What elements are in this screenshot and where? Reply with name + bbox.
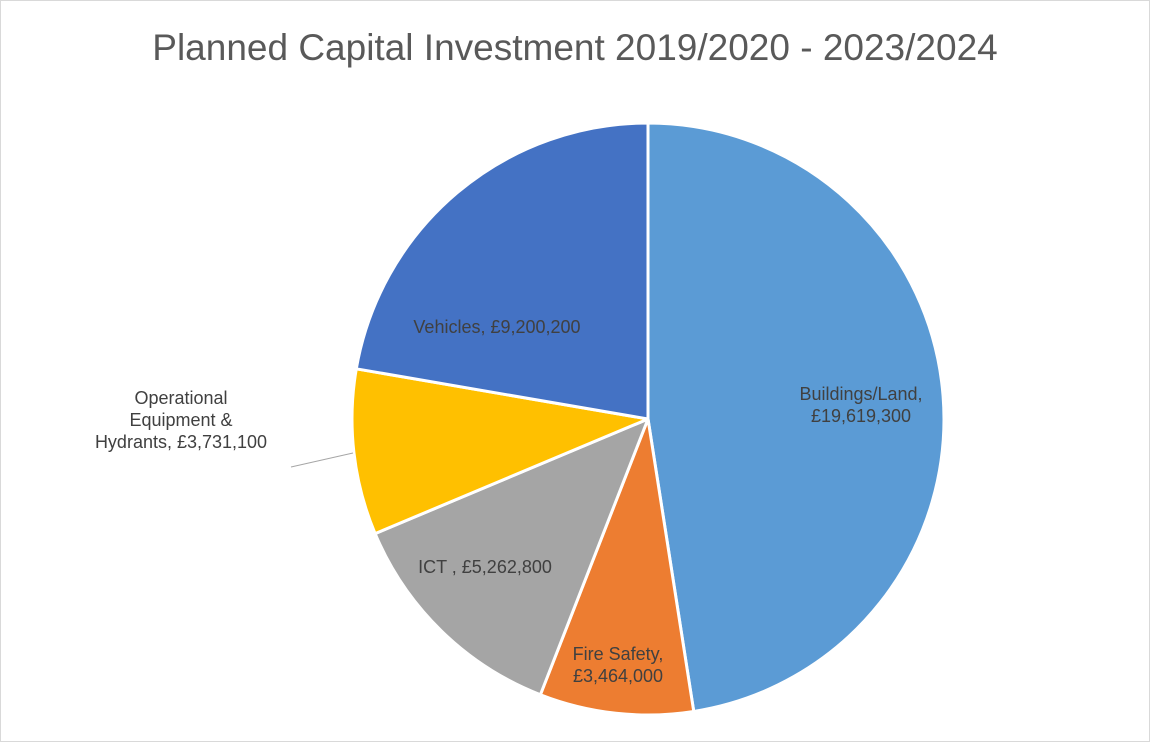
slice-label-line: Buildings/Land,: [799, 384, 922, 404]
pie-slice-operational-equipment-hydrants: [350, 367, 650, 536]
slice-label-vehicles: Vehicles, £9,200,200: [413, 317, 580, 337]
pie-slice-ict: [373, 417, 650, 697]
slice-label-line: Fire Safety,: [573, 644, 664, 664]
chart-title: Planned Capital Investment 2019/2020 - 2…: [152, 27, 998, 68]
leader-line-operational-equipment-hydrants: [290, 452, 354, 468]
pie-slice-fire-safety: [538, 417, 696, 717]
pie-slice-vehicles: [354, 121, 650, 421]
slice-label-line: £19,619,300: [811, 406, 911, 426]
slice-labels: Buildings/Land, £19,619,300 Fire Safety, £3…: [95, 317, 923, 686]
slice-label-line: Equipment &: [129, 410, 232, 430]
slice-label-fire-safety: Fire Safety, £3,464,000: [573, 644, 664, 686]
slice-label-ict: ICT , £5,262,800: [418, 557, 552, 577]
pie-slices: [350, 121, 946, 717]
slice-label-operational-equipment-hydrants: Operational Equipment & Hydrants, £3,731,1…: [95, 388, 267, 452]
slice-label-line: Operational: [134, 388, 227, 408]
slice-label-buildings-land: Buildings/Land, £19,619,300: [799, 384, 922, 426]
slice-label-line: ICT , £5,262,800: [418, 557, 552, 577]
slice-label-line: £3,464,000: [573, 666, 663, 686]
pie-slice-buildings-land: [646, 121, 946, 713]
leader-lines: [290, 452, 354, 468]
slice-label-line: Vehicles, £9,200,200: [413, 317, 580, 337]
slice-label-line: Hydrants, £3,731,100: [95, 432, 267, 452]
